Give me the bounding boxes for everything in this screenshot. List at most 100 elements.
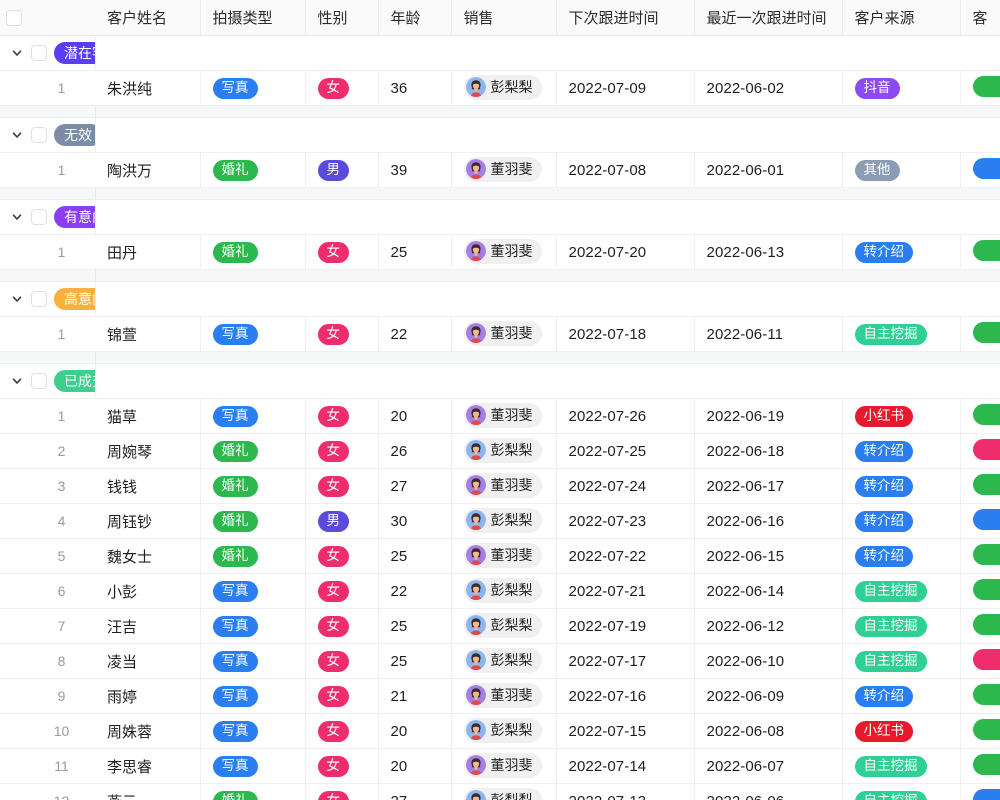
cell-sales[interactable]: 董羽斐 bbox=[451, 748, 557, 784]
sales-chip[interactable]: 董羽斐 bbox=[463, 320, 542, 346]
table-row[interactable]: 5 魏女士 婚礼 女 25 董羽斐 2022-07-22 2022-06-15 转介绍 bbox=[0, 538, 1000, 574]
cell-customer-name[interactable]: 周钰钞 bbox=[95, 503, 201, 539]
cell-gender[interactable]: 女 bbox=[305, 468, 379, 504]
cell-age[interactable]: 25 bbox=[378, 234, 452, 270]
sales-chip[interactable]: 彭梨梨 bbox=[463, 507, 542, 533]
sales-chip[interactable]: 彭梨梨 bbox=[463, 647, 542, 673]
cell-next-follow[interactable]: 2022-07-25 bbox=[556, 433, 695, 469]
table-row[interactable]: 6 小彭 写真 女 22 彭梨梨 2022-07-21 2022-06-14 自主挖掘 bbox=[0, 573, 1000, 609]
cell-customer-name[interactable]: 钱钱 bbox=[95, 468, 201, 504]
sales-chip[interactable]: 彭梨梨 bbox=[463, 577, 542, 603]
cell-next-follow[interactable]: 2022-07-23 bbox=[556, 503, 695, 539]
cell-customer-name[interactable]: 小彭 bbox=[95, 573, 201, 609]
cell-source[interactable]: 抖音 bbox=[842, 70, 961, 106]
cell-customer-name[interactable]: 陶洪万 bbox=[95, 152, 201, 188]
sales-chip[interactable]: 彭梨梨 bbox=[463, 787, 542, 800]
cell-next-follow[interactable]: 2022-07-20 bbox=[556, 234, 695, 270]
cell-gender[interactable]: 女 bbox=[305, 398, 379, 434]
cell-gender[interactable]: 女 bbox=[305, 748, 379, 784]
cell-customer-name[interactable]: 锦萱 bbox=[95, 316, 201, 352]
cell-gender[interactable]: 女 bbox=[305, 783, 379, 800]
row-select-cell[interactable] bbox=[0, 234, 28, 270]
cell-age[interactable]: 25 bbox=[378, 608, 452, 644]
cell-sales[interactable]: 董羽斐 bbox=[451, 398, 557, 434]
cell-extra[interactable] bbox=[960, 678, 1000, 714]
cell-extra[interactable] bbox=[960, 748, 1000, 784]
cell-age[interactable]: 26 bbox=[378, 433, 452, 469]
cell-age[interactable]: 27 bbox=[378, 783, 452, 800]
row-select-cell[interactable] bbox=[0, 783, 28, 800]
cell-gender[interactable]: 女 bbox=[305, 608, 379, 644]
cell-last-follow[interactable]: 2022-06-18 bbox=[694, 433, 843, 469]
cell-source[interactable]: 自主挖掘 bbox=[842, 748, 961, 784]
cell-next-follow[interactable]: 2022-07-08 bbox=[556, 152, 695, 188]
table-row[interactable]: 7 汪吉 写真 女 25 彭梨梨 2022-07-19 2022-06-12 自主挖掘 bbox=[0, 608, 1000, 644]
cell-extra[interactable] bbox=[960, 643, 1000, 679]
cell-shoot-type[interactable]: 写真 bbox=[200, 70, 306, 106]
group-header-row[interactable]: 高意向 bbox=[0, 281, 1000, 317]
cell-last-follow[interactable]: 2022-06-09 bbox=[694, 678, 843, 714]
cell-last-follow[interactable]: 2022-06-17 bbox=[694, 468, 843, 504]
cell-age[interactable]: 27 bbox=[378, 468, 452, 504]
cell-last-follow[interactable]: 2022-06-01 bbox=[694, 152, 843, 188]
group-header-row[interactable]: 已成交 bbox=[0, 363, 1000, 399]
cell-next-follow[interactable]: 2022-07-09 bbox=[556, 70, 695, 106]
table-row[interactable]: 12燕云 婚礼 女 27 彭梨梨 2022-07-132022-06-06 自主挖掘 bbox=[0, 783, 1000, 800]
cell-sales[interactable]: 董羽斐 bbox=[451, 468, 557, 504]
cell-source[interactable]: 转介绍 bbox=[842, 538, 961, 574]
row-select-cell[interactable] bbox=[0, 643, 28, 679]
cell-source[interactable]: 转介绍 bbox=[842, 234, 961, 270]
chevron-down-icon[interactable] bbox=[10, 128, 24, 142]
chevron-down-icon[interactable] bbox=[10, 292, 24, 306]
cell-last-follow[interactable]: 2022-06-08 bbox=[694, 713, 843, 749]
row-select-cell[interactable] bbox=[0, 316, 28, 352]
table-row[interactable]: 1 锦萱 写真 女 22 董羽斐 2022-07-18 2022-06-11 自主挖掘 bbox=[0, 316, 1000, 352]
sales-chip[interactable]: 彭梨梨 bbox=[463, 74, 542, 100]
cell-shoot-type[interactable]: 婚礼 bbox=[200, 433, 306, 469]
cell-next-follow[interactable]: 2022-07-14 bbox=[556, 748, 695, 784]
cell-gender[interactable]: 女 bbox=[305, 538, 379, 574]
cell-shoot-type[interactable]: 婚礼 bbox=[200, 468, 306, 504]
cell-next-follow[interactable]: 2022-07-15 bbox=[556, 713, 695, 749]
cell-gender[interactable]: 女 bbox=[305, 234, 379, 270]
select-all-checkbox[interactable] bbox=[6, 9, 22, 26]
cell-last-follow[interactable]: 2022-06-15 bbox=[694, 538, 843, 574]
cell-extra[interactable] bbox=[960, 234, 1000, 270]
cell-extra[interactable] bbox=[960, 316, 1000, 352]
chevron-down-icon[interactable] bbox=[10, 374, 24, 388]
cell-extra[interactable] bbox=[960, 538, 1000, 574]
cell-shoot-type[interactable]: 写真 bbox=[200, 643, 306, 679]
cell-source[interactable]: 小红书 bbox=[842, 713, 961, 749]
cell-gender[interactable]: 女 bbox=[305, 316, 379, 352]
row-select-cell[interactable] bbox=[0, 468, 28, 504]
cell-shoot-type[interactable]: 写真 bbox=[200, 713, 306, 749]
cell-sales[interactable]: 彭梨梨 bbox=[451, 783, 557, 800]
cell-last-follow[interactable]: 2022-06-06 bbox=[694, 783, 843, 800]
cell-source[interactable]: 转介绍 bbox=[842, 433, 961, 469]
cell-last-follow[interactable]: 2022-06-02 bbox=[694, 70, 843, 106]
cell-age[interactable]: 22 bbox=[378, 316, 452, 352]
cell-age[interactable]: 25 bbox=[378, 643, 452, 679]
cell-age[interactable]: 22 bbox=[378, 573, 452, 609]
cell-extra[interactable] bbox=[960, 783, 1000, 800]
cell-gender[interactable]: 男 bbox=[305, 503, 379, 539]
cell-source[interactable]: 其他 bbox=[842, 152, 961, 188]
row-select-cell[interactable] bbox=[0, 433, 28, 469]
row-select-cell[interactable] bbox=[0, 398, 28, 434]
cell-last-follow[interactable]: 2022-06-14 bbox=[694, 573, 843, 609]
chevron-down-icon[interactable] bbox=[10, 46, 24, 60]
cell-extra[interactable] bbox=[960, 573, 1000, 609]
cell-shoot-type[interactable]: 写真 bbox=[200, 748, 306, 784]
cell-last-follow[interactable]: 2022-06-12 bbox=[694, 608, 843, 644]
cell-source[interactable]: 自主挖掘 bbox=[842, 783, 961, 800]
cell-customer-name[interactable]: 周婉琴 bbox=[95, 433, 201, 469]
cell-extra[interactable] bbox=[960, 608, 1000, 644]
cell-customer-name[interactable]: 周姝蓉 bbox=[95, 713, 201, 749]
sales-chip[interactable]: 董羽斐 bbox=[463, 238, 542, 264]
cell-extra[interactable] bbox=[960, 398, 1000, 434]
sales-chip[interactable]: 董羽斐 bbox=[463, 402, 542, 428]
sales-chip[interactable]: 彭梨梨 bbox=[463, 437, 542, 463]
column-header-next-follow[interactable]: 下次跟进时间 bbox=[556, 0, 695, 36]
cell-sales[interactable]: 董羽斐 bbox=[451, 316, 557, 352]
cell-source[interactable]: 转介绍 bbox=[842, 503, 961, 539]
